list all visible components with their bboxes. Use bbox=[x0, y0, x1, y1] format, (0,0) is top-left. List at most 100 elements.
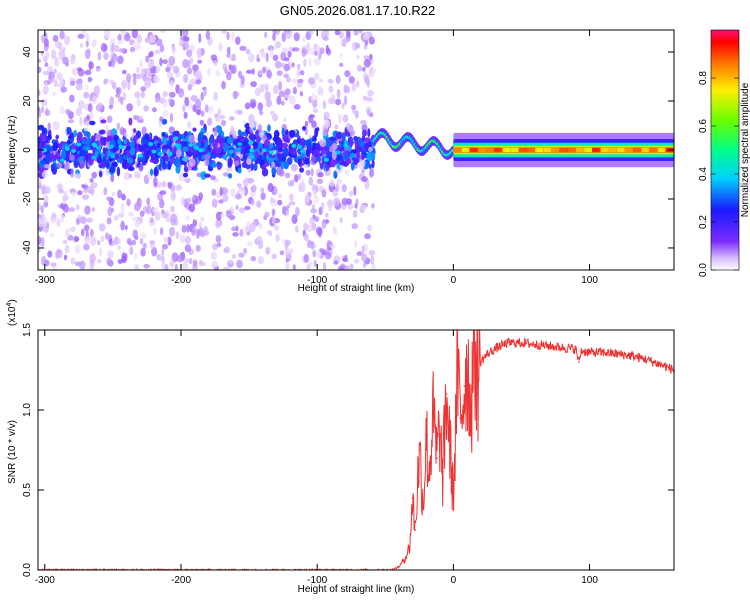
heatmap-cell bbox=[135, 115, 140, 122]
heatmap-cell bbox=[70, 168, 74, 178]
heatmap-cell bbox=[328, 97, 332, 105]
heatmap-cell bbox=[330, 244, 336, 249]
heatmap-cell bbox=[219, 186, 223, 197]
heatmap-cell bbox=[91, 95, 98, 105]
heatmap-cell bbox=[204, 158, 210, 167]
heatmap-cell bbox=[232, 232, 239, 237]
heatmap-cell bbox=[353, 30, 359, 36]
heatmap-cell bbox=[283, 73, 289, 79]
heatmap-cell bbox=[42, 85, 49, 95]
heatmap-cell bbox=[85, 33, 90, 42]
heatmap-cell bbox=[292, 86, 297, 95]
heatmap-cell bbox=[173, 144, 177, 155]
heatmap-cell bbox=[323, 111, 330, 120]
heatmap-cell bbox=[362, 261, 367, 268]
snr-point bbox=[439, 425, 441, 427]
heatmap-cell bbox=[343, 151, 348, 160]
heatmap-cell bbox=[263, 139, 271, 149]
heatmap-cell bbox=[335, 98, 342, 106]
heatmap-cell bbox=[44, 62, 49, 68]
heatmap-cell bbox=[108, 104, 113, 110]
heatmap-cell bbox=[254, 151, 259, 159]
heatmap-cell bbox=[161, 243, 169, 250]
heatmap-cell bbox=[312, 99, 318, 108]
heatmap-cell bbox=[342, 114, 349, 123]
colorbar-gradient bbox=[710, 29, 740, 271]
heatmap-cell bbox=[164, 210, 170, 219]
heatmap-cell bbox=[52, 266, 58, 270]
heatmap-cell bbox=[47, 134, 52, 141]
heatmap-cell bbox=[318, 78, 323, 83]
snr-point bbox=[445, 393, 448, 395]
heatmap-cell bbox=[367, 128, 371, 138]
heatmap-cell bbox=[338, 114, 342, 125]
heatmap-cell bbox=[322, 261, 327, 270]
heatmap-cell bbox=[144, 67, 151, 77]
snr-point bbox=[473, 342, 475, 344]
heatmap-cell bbox=[129, 246, 134, 256]
snr-y-ticks: 0.0 0.5 1.0 1.5 bbox=[22, 323, 674, 577]
heatmap-cell bbox=[592, 147, 601, 153]
snr-point bbox=[425, 433, 427, 435]
heatmap-cell bbox=[89, 228, 94, 237]
heatmap-cell bbox=[182, 105, 186, 112]
heatmap-cell bbox=[259, 110, 264, 116]
heatmap-cell bbox=[311, 120, 317, 128]
heatmap-cell bbox=[89, 120, 96, 126]
heatmap-cell bbox=[144, 79, 152, 89]
heatmap-cell bbox=[150, 168, 154, 176]
heatmap-cell bbox=[167, 236, 172, 246]
heatmap-cell bbox=[364, 183, 370, 190]
heatmap-cell bbox=[321, 189, 327, 198]
heatmap-cell bbox=[326, 170, 332, 176]
heatmap-cell bbox=[52, 142, 58, 152]
heatmap-cell bbox=[119, 126, 125, 136]
snr-x-ticks: -300 -200 -100 0 100 bbox=[35, 330, 598, 586]
heatmap-cell bbox=[196, 48, 203, 56]
heatmap-cell bbox=[160, 255, 165, 263]
heatmap-cell bbox=[248, 134, 255, 140]
heatmap-cell bbox=[349, 152, 356, 159]
heatmap-cell bbox=[161, 181, 166, 188]
heatmap-cell bbox=[111, 42, 115, 53]
heatmap-cell bbox=[200, 262, 207, 267]
spectrogram-content bbox=[38, 30, 674, 270]
heatmap-cell bbox=[76, 204, 80, 211]
heatmap-cell bbox=[292, 47, 300, 52]
heatmap-cell bbox=[86, 114, 90, 120]
heatmap-cell bbox=[117, 245, 121, 250]
heatmap-cell bbox=[69, 55, 76, 65]
heatmap-cell bbox=[183, 36, 190, 42]
heatmap-cell bbox=[367, 142, 371, 148]
heatmap-cell bbox=[192, 66, 198, 72]
heatmap-cell bbox=[114, 45, 120, 53]
heatmap-cell bbox=[257, 102, 264, 111]
heatmap-cell bbox=[58, 50, 66, 60]
heatmap-cell bbox=[246, 158, 252, 165]
heatmap-cell bbox=[339, 62, 344, 67]
heatmap-cell bbox=[151, 149, 157, 154]
heatmap-cell bbox=[117, 259, 123, 264]
spectrogram-x-tick-label: -200 bbox=[171, 275, 191, 286]
heatmap-cell bbox=[117, 34, 122, 41]
heatmap-cell bbox=[168, 55, 176, 66]
heatmap-cell bbox=[313, 259, 317, 268]
heatmap-cell bbox=[222, 194, 229, 203]
heatmap-cell bbox=[134, 91, 141, 99]
heatmap-cell bbox=[204, 104, 209, 113]
heatmap-cell bbox=[276, 131, 280, 137]
heatmap-cell bbox=[119, 145, 125, 150]
heatmap-cell bbox=[79, 260, 86, 270]
snr-point bbox=[418, 449, 421, 451]
snr-x-tick-label: 100 bbox=[581, 575, 598, 586]
heatmap-cell bbox=[355, 80, 360, 88]
snr-point bbox=[436, 457, 438, 459]
heatmap-cell bbox=[248, 53, 255, 63]
heatmap-cell bbox=[338, 146, 342, 153]
heatmap-cell bbox=[218, 42, 223, 52]
heatmap-cell bbox=[251, 68, 255, 75]
heatmap-cell bbox=[143, 139, 150, 145]
heatmap-cell bbox=[229, 149, 234, 154]
